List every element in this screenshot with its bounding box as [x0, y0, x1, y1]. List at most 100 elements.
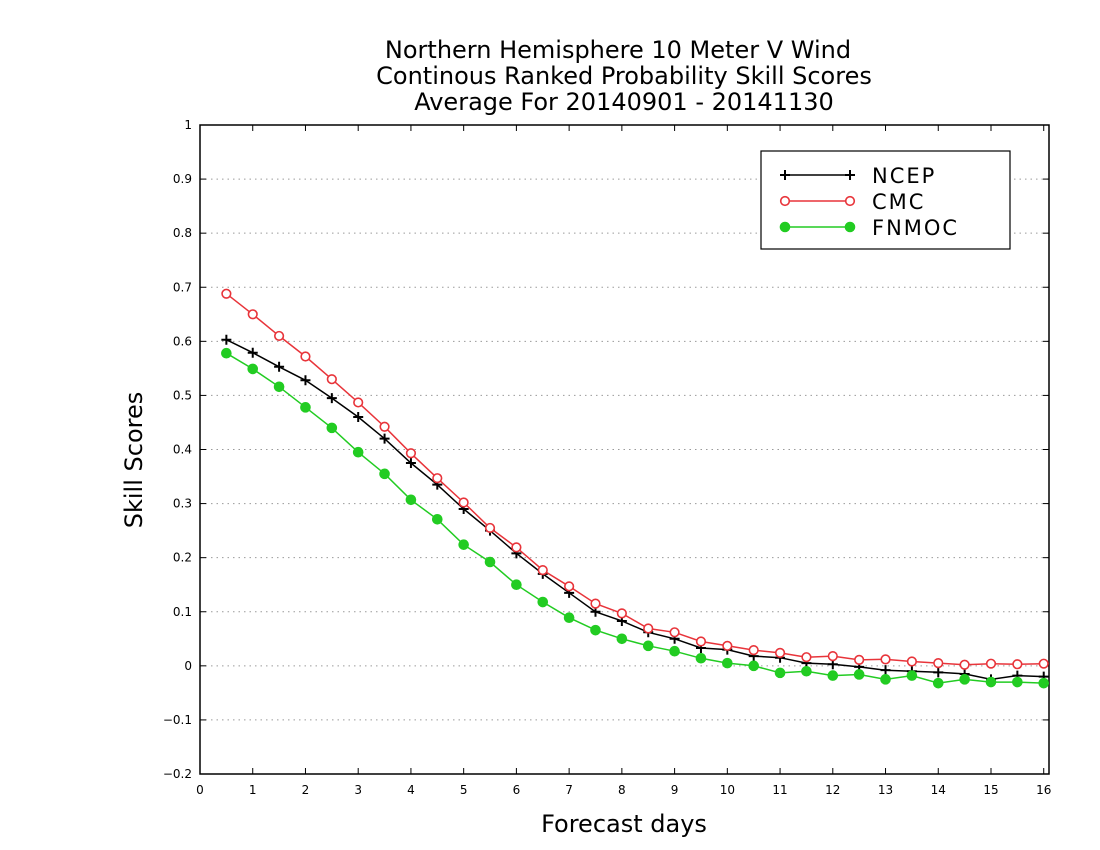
data-point-fnmoc — [722, 657, 733, 669]
data-point-fnmoc — [300, 402, 311, 413]
data-point-ncep — [379, 433, 390, 444]
data-point-fnmoc — [221, 347, 232, 359]
x-tick-label: 13 — [878, 783, 893, 797]
data-point-cmc — [379, 421, 390, 432]
data-point-cmc — [880, 654, 891, 665]
series-line-cmc — [225, 293, 1044, 666]
y-tick-label: 0.4 — [173, 443, 192, 457]
chart-title-line-3: Average For 20140901 - 20141130 — [414, 88, 834, 116]
data-point-ncep — [274, 361, 285, 372]
data-point-fnmoc — [616, 633, 628, 645]
x-tick-label: 11 — [772, 783, 787, 797]
data-point-fnmoc — [748, 660, 759, 672]
y-tick-label: 1 — [184, 118, 192, 132]
data-point-ncep — [300, 375, 311, 386]
data-point-ncep — [405, 458, 416, 469]
data-point-fnmoc — [537, 596, 549, 608]
data-point-fnmoc — [1038, 677, 1050, 689]
legend-marker-ncep — [845, 170, 855, 180]
y-tick-label: 0.9 — [173, 172, 192, 186]
data-point-fnmoc — [669, 645, 680, 657]
data-point-cmc — [722, 640, 733, 651]
x-tick-label: 15 — [983, 783, 998, 797]
y-tick-label: 0.8 — [173, 226, 192, 240]
chart-title-line-2: Continous Ranked Probability Skill Score… — [376, 62, 872, 90]
data-point-cmc — [590, 598, 601, 609]
legend-marker-fnmoc — [779, 221, 791, 233]
series-cmc — [221, 288, 1049, 670]
data-point-cmc — [458, 497, 469, 508]
y-tick-label: 0.3 — [173, 497, 192, 511]
x-axis-label: Forecast days — [541, 810, 707, 838]
y-tick-label: −0.2 — [163, 767, 192, 781]
data-point-ncep — [326, 393, 337, 404]
data-point-cmc — [300, 351, 311, 362]
data-point-ncep — [221, 334, 232, 345]
data-point-fnmoc — [247, 363, 259, 375]
data-point-fnmoc — [642, 640, 654, 652]
data-point-cmc — [748, 645, 759, 656]
data-point-cmc — [774, 647, 786, 658]
data-point-cmc — [221, 288, 232, 299]
x-tick-label: 16 — [1036, 783, 1051, 797]
y-tick-label: 0.7 — [173, 280, 192, 294]
data-point-cmc — [827, 650, 838, 662]
x-tick-label: 8 — [618, 783, 626, 797]
y-tick-label: 0 — [184, 659, 192, 673]
data-point-cmc — [854, 654, 865, 665]
data-point-fnmoc — [379, 468, 390, 480]
legend-label-cmc: CMC — [872, 190, 925, 214]
x-tick-label: 12 — [825, 783, 840, 797]
data-point-ncep — [353, 412, 364, 423]
data-point-cmc — [669, 627, 680, 638]
x-tick-label: 3 — [354, 783, 362, 797]
data-point-fnmoc — [1012, 676, 1023, 688]
data-point-cmc — [326, 374, 337, 385]
data-point-fnmoc — [959, 674, 970, 685]
y-tick-label: −0.1 — [163, 713, 192, 727]
data-point-fnmoc — [431, 513, 443, 525]
data-point-fnmoc — [880, 674, 891, 685]
data-point-fnmoc — [590, 624, 601, 636]
data-point-cmc — [1012, 659, 1023, 670]
data-point-cmc — [801, 652, 812, 663]
legend-label-fnmoc: FNMOC — [872, 216, 959, 240]
data-point-ncep — [880, 665, 891, 676]
data-point-cmc — [511, 542, 522, 553]
series-line-ncep — [226, 339, 1044, 681]
series-ncep — [221, 334, 1049, 685]
legend-marker-fnmoc — [844, 221, 856, 233]
series-line-fnmoc — [226, 352, 1044, 684]
data-point-fnmoc — [853, 669, 865, 680]
x-tick-label: 2 — [302, 783, 310, 797]
y-tick-label: 0.2 — [173, 551, 192, 565]
legend-marker-cmc — [844, 195, 856, 207]
legend-marker-ncep — [780, 170, 790, 180]
data-point-fnmoc — [801, 665, 812, 677]
data-point-cmc — [247, 309, 258, 320]
legend-marker-cmc — [779, 195, 791, 207]
x-tick-label: 0 — [196, 783, 204, 797]
data-point-fnmoc — [985, 676, 997, 688]
data-point-cmc — [484, 522, 496, 534]
x-tick-label: 6 — [513, 783, 521, 797]
x-tick-label: 10 — [720, 783, 735, 797]
data-point-cmc — [564, 581, 575, 592]
y-tick-label: 0.6 — [173, 334, 192, 348]
data-point-cmc — [985, 658, 997, 669]
series-lines — [221, 288, 1050, 689]
x-tick-label: 9 — [671, 783, 679, 797]
data-point-cmc — [353, 397, 364, 408]
data-point-fnmoc — [695, 652, 707, 664]
x-tick-label: 1 — [249, 783, 257, 797]
x-tick-label: 14 — [931, 783, 946, 797]
data-point-fnmoc — [906, 670, 918, 681]
data-point-fnmoc — [352, 446, 364, 458]
data-point-cmc — [1038, 658, 1049, 669]
axis-ticks: −0.2−0.100.10.20.30.40.50.60.70.80.910 1 2… — [163, 118, 1052, 797]
data-point-fnmoc — [458, 539, 469, 550]
data-point-ncep — [933, 667, 944, 678]
series-fnmoc — [221, 347, 1050, 689]
data-point-fnmoc — [484, 556, 496, 568]
